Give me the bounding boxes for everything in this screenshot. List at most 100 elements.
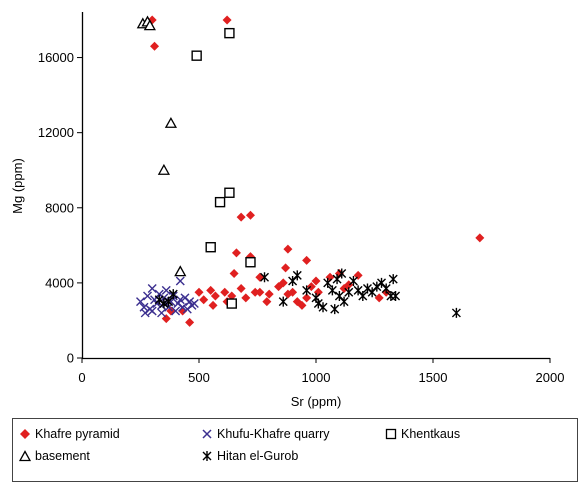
- data-point: [302, 285, 312, 296]
- x-tick-label: 1000: [302, 370, 331, 385]
- data-point: [262, 297, 272, 307]
- data-point: [260, 272, 270, 283]
- data-point: [302, 293, 312, 303]
- data-point: [164, 116, 178, 128]
- legend-item-hitan-el-gurob: Hitan el-Gurob: [201, 449, 298, 463]
- data-point: [210, 291, 220, 301]
- data-point: [327, 285, 337, 296]
- y-axis-label: Mg (ppm): [10, 158, 25, 214]
- asterisk-marker-icon: [202, 451, 212, 461]
- data-point: [136, 297, 145, 307]
- data-point: [339, 296, 349, 307]
- data-point: [236, 212, 246, 222]
- x-tick-label: 2000: [536, 370, 565, 385]
- x-tick-label: 0: [78, 370, 85, 385]
- triangle-marker-icon: [19, 450, 31, 462]
- data-point: [264, 289, 274, 299]
- legend-label: Khentkaus: [401, 427, 461, 441]
- data-point: [311, 276, 321, 286]
- data-point: [171, 306, 181, 316]
- data-point: [302, 255, 312, 265]
- data-point: [381, 283, 391, 294]
- data-point: [245, 210, 255, 220]
- data-point: [388, 274, 398, 285]
- data-point: [386, 291, 396, 302]
- data-point: [185, 317, 195, 327]
- data-point: [313, 298, 323, 309]
- legend-label: Khafre pyramid: [35, 427, 120, 441]
- data-point: [175, 295, 185, 305]
- data-point: [206, 285, 216, 295]
- data-point: [330, 304, 340, 315]
- data-point: [168, 289, 178, 300]
- legend-item-khufu-khafre-quarry: Khufu-Khafre quarry: [201, 427, 330, 441]
- data-point: [161, 285, 171, 295]
- data-point: [358, 291, 368, 302]
- data-point: [226, 298, 237, 309]
- data-point: [344, 287, 354, 298]
- data-point: [227, 291, 237, 301]
- data-point: [241, 293, 251, 303]
- data-point: [255, 287, 265, 297]
- data-point: [278, 296, 288, 307]
- data-point: [205, 242, 216, 253]
- data-point: [283, 244, 293, 254]
- data-point: [250, 287, 260, 297]
- legend-label: Hitan el-Gurob: [217, 449, 299, 463]
- data-point: [157, 308, 167, 318]
- data-point: [157, 163, 171, 175]
- data-point: [224, 27, 235, 39]
- data-points: [136, 15, 485, 327]
- diamond-marker-icon: [20, 429, 30, 439]
- data-point: [199, 295, 209, 305]
- data-point: [475, 233, 485, 243]
- data-point: [159, 298, 169, 309]
- data-point: [164, 296, 174, 307]
- legend-item-khafre-pyramid: Khafre pyramid: [19, 427, 120, 441]
- data-point: [175, 276, 185, 286]
- data-point: [362, 283, 372, 294]
- data-point: [337, 268, 347, 279]
- data-point: [391, 291, 401, 302]
- data-point: [374, 293, 384, 303]
- data-point: [372, 281, 382, 292]
- data-point: [208, 300, 218, 310]
- scatter-chart: 0 500 1000 1500 2000 0 4000 8000 12000 16000 Sr (…: [10, 12, 565, 409]
- data-point: [147, 306, 157, 316]
- square-marker-icon: [385, 428, 397, 440]
- axis-tick-labels: 0 500 1000 1500 2000 0 4000 8000 12000 16000: [38, 50, 565, 385]
- x-marker-icon: [202, 429, 212, 439]
- data-point: [220, 287, 230, 297]
- y-tick-label: 12000: [38, 125, 74, 140]
- data-point: [231, 248, 241, 258]
- y-tick-label: 0: [67, 351, 74, 366]
- x-tick-label: 1500: [419, 370, 448, 385]
- data-point: [140, 308, 150, 318]
- legend-label: basement: [35, 449, 90, 463]
- data-point: [174, 265, 187, 277]
- data-point: [224, 187, 235, 198]
- data-point: [236, 284, 246, 294]
- data-point: [194, 287, 204, 297]
- data-point: [214, 196, 226, 208]
- data-point: [150, 41, 160, 51]
- data-point: [245, 257, 256, 268]
- data-point: [323, 277, 333, 288]
- data-point: [292, 270, 302, 281]
- y-tick-label: 8000: [45, 200, 74, 215]
- data-point: [255, 272, 265, 282]
- data-point: [318, 302, 328, 313]
- legend-item-khentkaus: Khentkaus: [385, 427, 460, 441]
- y-tick-label: 16000: [38, 50, 74, 65]
- data-point: [297, 300, 307, 310]
- data-point: [143, 19, 156, 31]
- data-point: [178, 302, 188, 312]
- data-point: [222, 15, 232, 25]
- data-point: [147, 284, 157, 294]
- data-point: [348, 276, 358, 287]
- data-point: [229, 269, 239, 278]
- data-point: [191, 50, 202, 61]
- axis-ticks: [77, 57, 551, 363]
- data-point: [143, 291, 153, 301]
- data-point: [278, 278, 288, 288]
